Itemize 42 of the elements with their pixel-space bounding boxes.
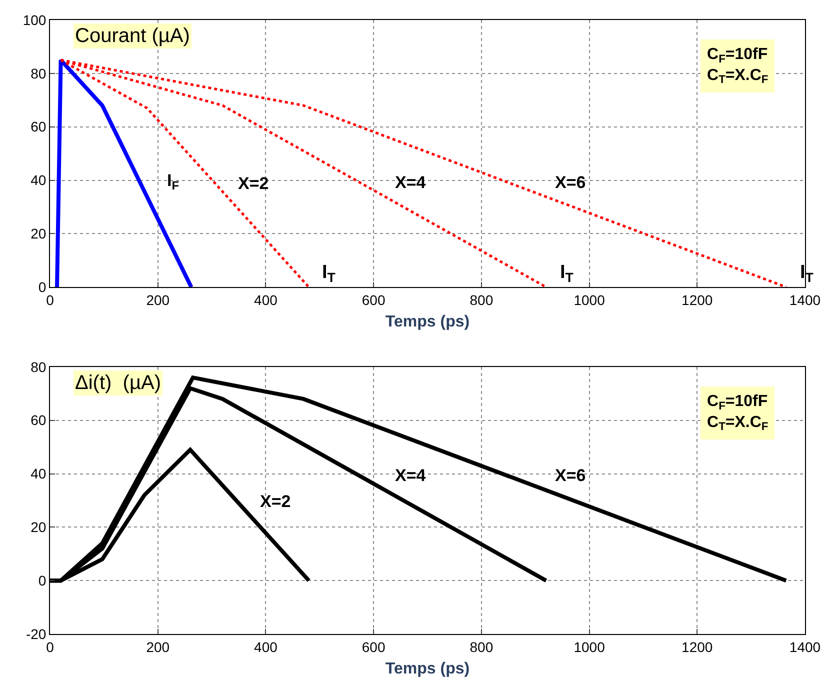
series-label: X=2: [238, 174, 269, 193]
chart-title: Δi(t) (µA): [75, 372, 161, 394]
annotation: C$_{F}$=10fF C$_{T}$=X.C$_{F}$: [707, 46, 768, 86]
x-tick-label: 400: [254, 292, 278, 308]
x-tick-label: 400: [254, 638, 278, 655]
y-tick-label: 100: [22, 12, 46, 28]
series-label: X=4: [395, 173, 426, 192]
x-tick-label: 600: [362, 638, 386, 655]
series-label: X=4: [395, 466, 426, 485]
y-tick-label: 80: [30, 358, 46, 375]
series-label: X=6: [555, 173, 586, 192]
annotation: C$_{F}$=10fF C$_{T}$=X.C$_{F}$: [707, 393, 768, 434]
annotation: I$_{T}$: [322, 262, 336, 285]
x-tick-label: 800: [470, 292, 494, 308]
annotation: I$_{T}$: [560, 262, 574, 285]
chart-title: Courant (µA): [75, 25, 190, 47]
series-label: X=2: [260, 492, 291, 511]
x-tick-label: 800: [470, 638, 494, 655]
y-tick-label: 20: [30, 226, 46, 242]
y-tick-label: 0: [38, 278, 46, 295]
x-tick-label: 200: [146, 638, 170, 655]
x-axis-title: Temps (ps): [385, 314, 470, 331]
x-tick-label: 1000: [574, 638, 606, 655]
x-tick-label: 600: [362, 292, 386, 308]
y-tick-label: 60: [30, 118, 46, 135]
y-tick-label: -20: [26, 626, 46, 642]
y-tick-label: 40: [30, 172, 46, 188]
y-tick-label: 60: [30, 412, 46, 428]
x-tick-label: 1200: [682, 292, 713, 308]
x-tick-label: 1000: [574, 292, 606, 308]
y-tick-label: 40: [30, 466, 46, 482]
x-axis-title: Temps (ps): [385, 660, 470, 678]
x-tick-label: 1400: [789, 638, 821, 655]
x-tick-label: 200: [146, 292, 170, 308]
series-label: I$_{F}$: [167, 171, 179, 193]
y-tick-label: 20: [30, 519, 46, 536]
series-label: X=6: [555, 466, 586, 485]
y-tick-label: 80: [30, 65, 46, 82]
annotation: I$_{T}$: [800, 262, 814, 285]
y-tick-label: 0: [38, 572, 46, 588]
x-tick-label: 1200: [682, 638, 713, 655]
x-tick-label: 1400: [789, 292, 821, 308]
